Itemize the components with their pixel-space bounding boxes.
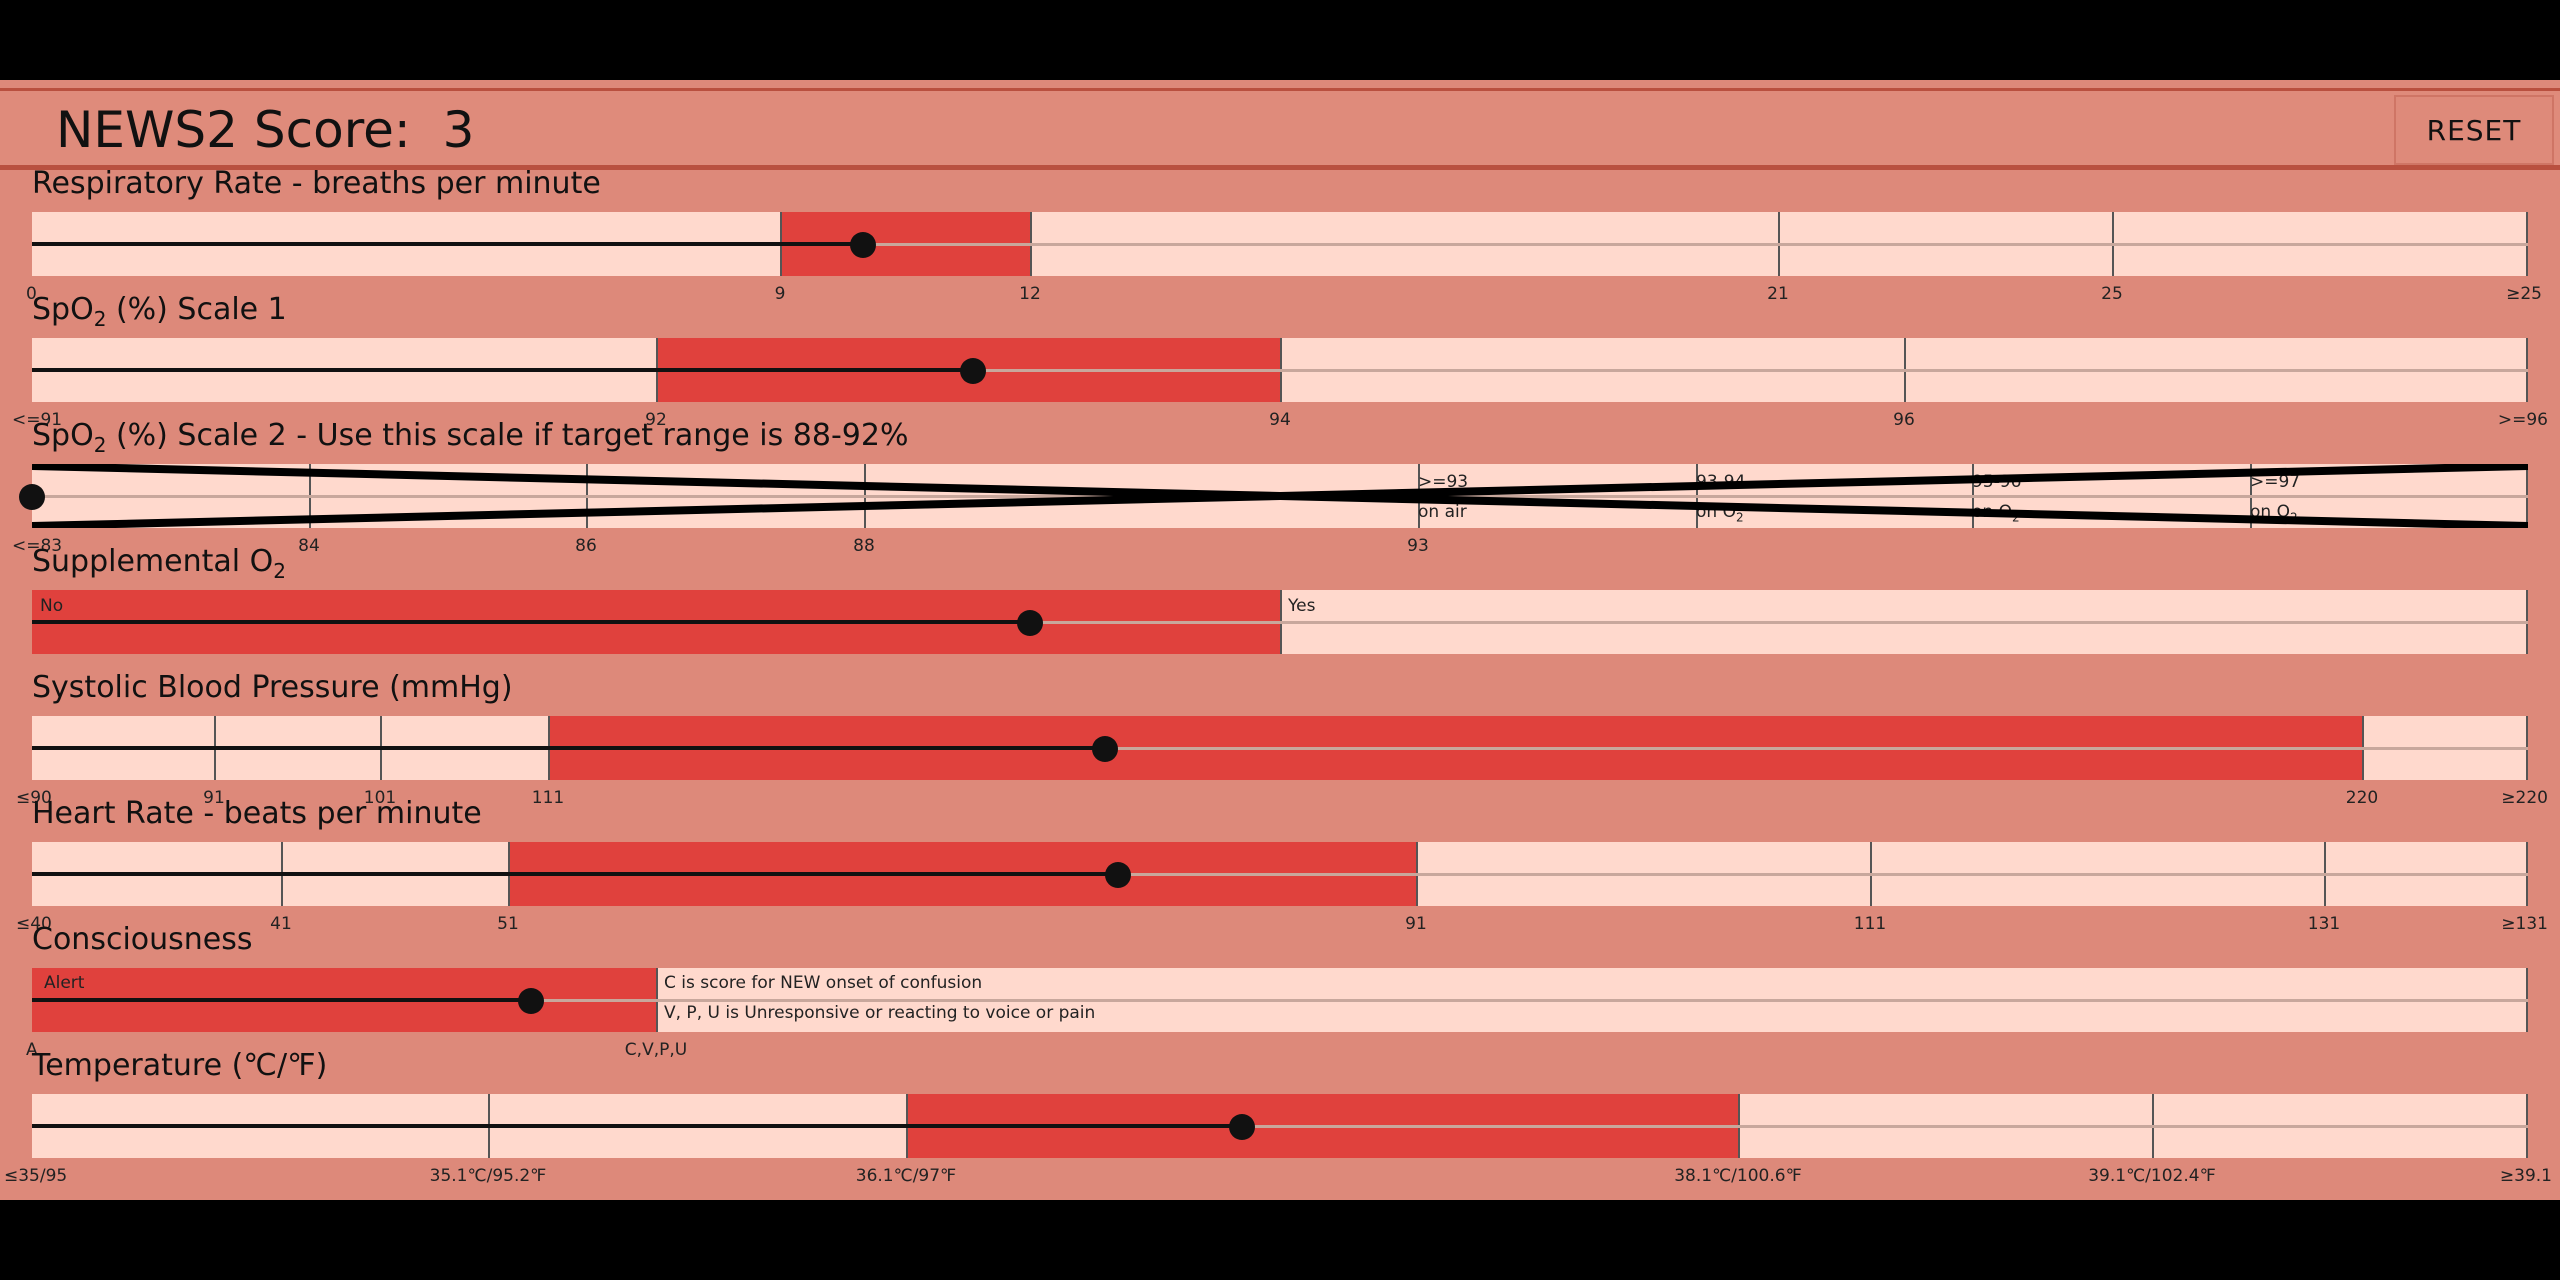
slider-track — [32, 747, 2528, 750]
tick-label: 25 — [2101, 284, 2123, 304]
vpu-note: V, P, U is Unresponsive or reacting to v… — [664, 1003, 1096, 1023]
tick-label: 51 — [497, 914, 519, 934]
tick-label: 96 — [1893, 410, 1915, 430]
tick-label: 35.1℃/95.2℉ — [429, 1166, 547, 1186]
no-option-label: No — [40, 596, 64, 616]
slider-track — [32, 621, 2528, 624]
consciousness-title: Consciousness — [32, 922, 253, 957]
respiratory-slider-handle[interactable] — [850, 232, 876, 258]
heart-rate-slider[interactable] — [32, 842, 2528, 906]
tick-label: 41 — [270, 914, 292, 934]
slider-track — [32, 999, 2528, 1002]
tick-label: ≥220 — [2501, 788, 2548, 808]
supplemental-o2-title: Supplemental O2 — [32, 544, 286, 583]
tick-label: 220 — [2345, 788, 2379, 808]
respiratory-rate-slider[interactable] — [32, 212, 2528, 276]
segment-label: >=93 — [1418, 472, 1469, 492]
tick-label: 111 — [1853, 914, 1887, 934]
slider-fill — [32, 620, 1030, 624]
slider-fill — [32, 746, 1105, 750]
tick-label: 0 — [26, 284, 37, 304]
news2-app: NEWS2 Score: 3 RESET Respiratory Rate - … — [0, 80, 2560, 1200]
title-text: SpO — [32, 292, 94, 327]
temperature-slider[interactable] — [32, 1094, 2528, 1158]
tick-label: ≤35/95 — [4, 1166, 68, 1186]
heart-rate-slider-handle[interactable] — [1105, 862, 1131, 888]
tick-label: 101 — [363, 788, 397, 808]
tick-label: ≥39.1 — [2499, 1166, 2552, 1186]
supplemental-o2-slider-handle[interactable] — [1017, 610, 1043, 636]
news2-score-title: NEWS2 Score: 3 — [56, 101, 474, 159]
title-subscript: 2 — [93, 307, 107, 331]
slider-fill — [32, 242, 863, 246]
segment-label: on air — [1418, 502, 1467, 522]
slider-fill — [32, 368, 973, 372]
tick-label: ≥131 — [2501, 914, 2548, 934]
confusion-note: C is score for NEW onset of confusion — [664, 973, 983, 993]
consciousness-slider[interactable]: Alert C is score for NEW onset of confus… — [32, 968, 2528, 1032]
spo2-scale2-title: SpO2 (%) Scale 2 - Use this scale if tar… — [32, 418, 908, 457]
tick-label: 91 — [203, 788, 225, 808]
spo2-scale1-title: SpO2 (%) Scale 1 — [32, 292, 287, 331]
title-text: (%) Scale 1 — [106, 292, 287, 327]
reset-button[interactable]: RESET — [2394, 95, 2554, 165]
consciousness-slider-handle[interactable] — [518, 988, 544, 1014]
supplemental-o2-slider[interactable]: No Yes — [32, 590, 2528, 654]
slider-track — [32, 1125, 2528, 1128]
yes-option-label: Yes — [1288, 596, 1316, 616]
tick-label: ≤40 — [16, 914, 52, 934]
tick-label: 92 — [645, 410, 667, 430]
title-subscript: 2 — [93, 433, 107, 457]
spo2-scale1-slider[interactable] — [32, 338, 2528, 402]
respiratory-rate-title: Respiratory Rate - breaths per minute — [32, 166, 601, 201]
systolic-bp-slider-handle[interactable] — [1092, 736, 1118, 762]
temperature-title: Temperature (℃/℉) — [32, 1048, 328, 1083]
title-subscript: 2 — [273, 559, 286, 583]
score-value: 3 — [442, 101, 475, 159]
tick-label: 93 — [1407, 536, 1429, 556]
spo2-scale2-slider-handle[interactable] — [19, 484, 45, 510]
systolic-bp-title: Systolic Blood Pressure (mmHg) — [32, 670, 513, 705]
tick-label: 21 — [1767, 284, 1789, 304]
alert-option-label: Alert — [44, 973, 85, 993]
tick-label: C,V,P,U — [624, 1040, 688, 1060]
tick-label: 12 — [1019, 284, 1041, 304]
score-header: NEWS2 Score: 3 RESET — [0, 88, 2560, 170]
slider-track — [32, 873, 2528, 876]
slider-track — [32, 369, 2528, 372]
tick-label: 131 — [2307, 914, 2341, 934]
label-subscript: 2 — [1735, 510, 1744, 525]
tick-label: >=96 — [2497, 410, 2548, 430]
tick-label: <=91 — [12, 410, 63, 430]
systolic-bp-slider[interactable] — [32, 716, 2528, 780]
segment-label: >=97 — [2250, 472, 2301, 492]
disabled-cross-icon — [32, 464, 2528, 528]
tick-label: 36.1℃/97℉ — [855, 1166, 957, 1186]
tick-label: 94 — [1269, 410, 1291, 430]
slider-fill — [32, 872, 1118, 876]
slider-fill — [32, 998, 531, 1002]
temperature-slider-handle[interactable] — [1229, 1114, 1255, 1140]
tick-label: 39.1℃/102.4℉ — [2088, 1166, 2216, 1186]
cross-line — [32, 464, 2528, 528]
tick-label: ≤90 — [16, 788, 52, 808]
spo2-scale1-slider-handle[interactable] — [960, 358, 986, 384]
tick-label: <=83 — [12, 536, 63, 556]
tick-label: 111 — [531, 788, 565, 808]
title-text: SpO — [32, 418, 94, 453]
score-label-text: NEWS2 Score: — [56, 101, 443, 159]
tick-label: 9 — [774, 284, 786, 304]
tick-label: 86 — [575, 536, 597, 556]
tick-label: 88 — [853, 536, 875, 556]
slider-fill — [32, 1124, 1242, 1128]
tick-label: 84 — [298, 536, 320, 556]
title-text: Supplemental O — [32, 544, 274, 579]
title-text: (%) Scale 2 - Use this scale if target r… — [106, 418, 909, 453]
tick-label: A — [26, 1040, 38, 1060]
slider-track — [32, 243, 2528, 246]
tick-label: 38.1℃/100.6℉ — [1674, 1166, 1802, 1186]
tick-label: 91 — [1405, 914, 1427, 934]
heart-rate-title: Heart Rate - beats per minute — [32, 796, 482, 831]
tick-label: ≥25 — [2506, 284, 2542, 304]
